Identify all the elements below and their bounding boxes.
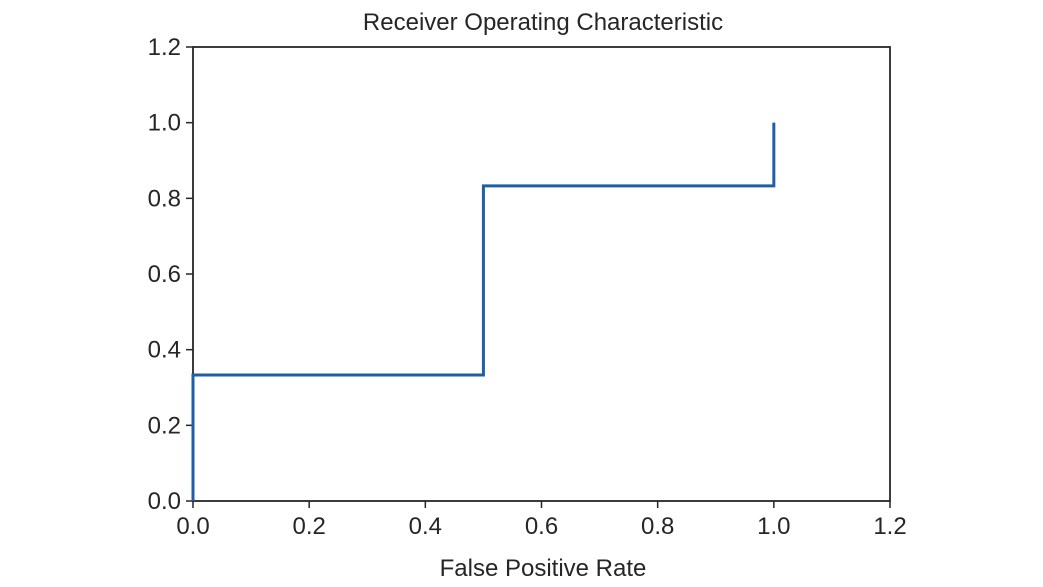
- y-tick-label: 1.2: [148, 34, 181, 61]
- y-tick-label: 1.0: [148, 110, 181, 137]
- x-tick-label: 0.0: [176, 513, 209, 540]
- y-tick-label: 0.2: [148, 412, 181, 439]
- y-tick-label: 0.8: [148, 185, 181, 212]
- y-tick-label: 0.6: [148, 261, 181, 288]
- x-tick-label: 0.2: [292, 513, 325, 540]
- roc-curve-line: [191, 122, 776, 501]
- y-tick-label: 0.0: [148, 488, 181, 515]
- plot-frame: [192, 46, 891, 502]
- y-axis-ticks: 0.0 0.2 0.4 0.6 0.8 1.0 1.2: [148, 34, 193, 515]
- plot-area: 0.0 0.2 0.4 0.6 0.8 1.0 1.2 0.0 0.2 0.4 0.6 0.8 1.0…: [148, 34, 907, 540]
- y-tick-label: 0.4: [148, 337, 181, 364]
- chart-title: Receiver Operating Characteristic: [363, 9, 723, 36]
- x-tick-label: 0.8: [641, 513, 674, 540]
- x-tick-label: 0.6: [525, 513, 558, 540]
- x-axis-ticks: 0.0 0.2 0.4 0.6 0.8 1.0 1.2: [176, 501, 907, 540]
- x-tick-label: 1.0: [757, 513, 790, 540]
- x-tick-label: 1.2: [873, 513, 906, 540]
- series-layer: [191, 122, 776, 501]
- x-tick-label: 0.4: [409, 513, 442, 540]
- x-axis-label: False Positive Rate: [440, 555, 647, 582]
